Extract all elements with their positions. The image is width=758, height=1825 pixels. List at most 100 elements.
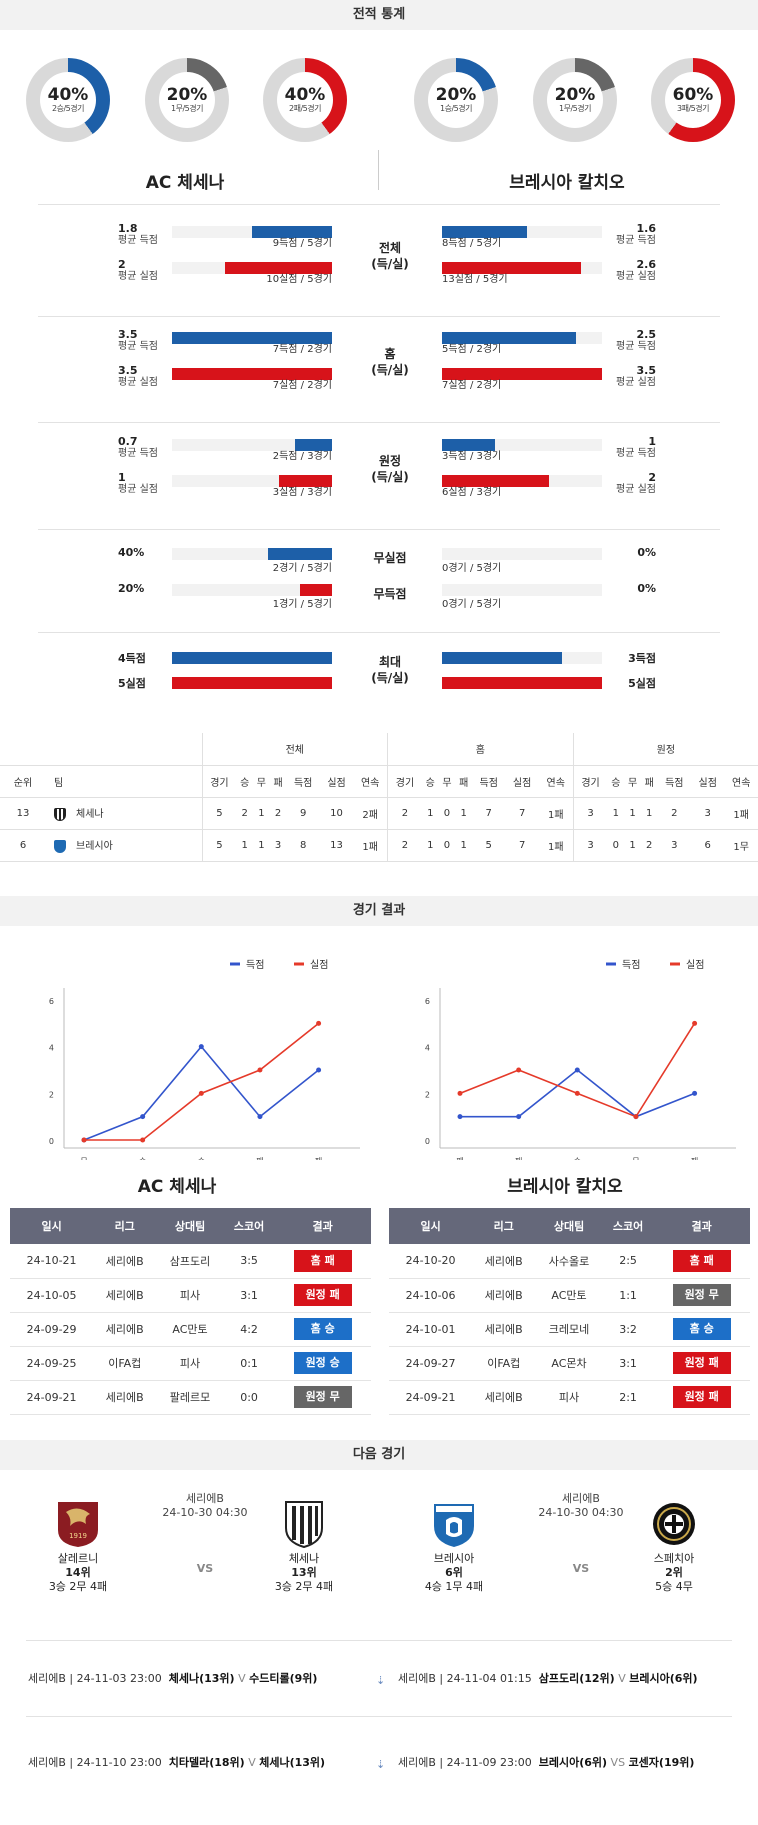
away-away_games-scored-bar: [442, 439, 495, 451]
result-row[interactable]: 24-09-21 세리에B 피사 2:1 원정 패: [389, 1380, 750, 1415]
y-tick-label: 2: [425, 1090, 430, 1099]
standings-row: 6 브레시아 5 1 1 3 8 13 1패 2 1 0 1 5 7 1패 3 0 1 2 3 6 1무: [0, 829, 758, 861]
compare-label: 원정: [378, 454, 402, 468]
next-right-team2: 스페치아 2위 5승 4무: [653, 1552, 695, 1593]
upcoming-left-1[interactable]: 세리에B | 24-11-03 23:00 체세나(13위) V 수드티롤(9위…: [28, 1672, 318, 1685]
chart-legend: 득점 실점: [230, 959, 328, 971]
stat-cell: 13: [330, 839, 343, 851]
donut-sub: 2승/5경기: [52, 104, 84, 113]
result-cell: 홈 패: [274, 1244, 371, 1279]
blank-away-caption: 0경기 / 5경기: [442, 599, 502, 610]
upcoming-right-2[interactable]: 세리에B | 24-11-09 23:00 브레시아(6위) VS 코센자(19…: [398, 1756, 695, 1769]
stat-cell: 1: [241, 839, 248, 851]
standings-row: 13 체세나 5 2 1 2 9 10 2패 2 1 0 1 7 7 1패 3 1 1 1 2 3 1패: [0, 797, 758, 829]
result-badge: 원정 패: [672, 1352, 731, 1374]
data-point[interactable]: [316, 1067, 322, 1073]
col-header: 실점: [512, 777, 532, 789]
legend-label[interactable]: 실점: [310, 959, 328, 971]
donut-pct: 40%: [47, 85, 89, 105]
data-point[interactable]: [516, 1114, 522, 1120]
away-home_games-conceded-bar: [442, 368, 602, 380]
next-left-team1: 살레르니 14위 3승 2무 4패: [48, 1552, 108, 1593]
data-point[interactable]: [574, 1090, 580, 1096]
compare-label: 최대: [378, 655, 402, 669]
upcoming-right-1[interactable]: 세리에B | 24-11-04 01:15 삼프도리(12위) V 브레시아(6…: [398, 1672, 698, 1685]
data-point[interactable]: [574, 1067, 580, 1073]
home-results-chart: 득점 실점 0 2 4 6 무 승 승 패 패: [49, 959, 360, 1160]
stat-cell: 1무: [733, 841, 749, 853]
upcoming-left-2[interactable]: 세리에B | 24-11-10 23:00 치타델라(18위) V 체세나(13…: [28, 1756, 326, 1769]
data-point[interactable]: [198, 1090, 204, 1096]
results-col-header: 결과: [653, 1208, 750, 1244]
data-point[interactable]: [516, 1067, 522, 1073]
away-home_games-conceded-caption: 7실점 / 2경기: [442, 380, 502, 391]
result-score: 2:1: [602, 1380, 654, 1415]
results-col-header: 스코어: [602, 1208, 654, 1244]
result-opp: 피사: [156, 1346, 224, 1381]
stat-cell: 9: [299, 807, 307, 819]
data-point[interactable]: [633, 1114, 639, 1120]
data-point[interactable]: [457, 1090, 463, 1096]
data-point[interactable]: [692, 1090, 698, 1096]
result-league: 세리에B: [472, 1312, 536, 1347]
result-row[interactable]: 24-10-01 세리에B 크레모네 3:2 홈 승: [389, 1312, 750, 1347]
home-home_games-conceded-value: 3.5: [118, 364, 138, 377]
standings-table: 전체 홈 원정 순위 팀 경기 승 무 패 득점 실점 연속 경기 승 무 패 득점 실점 연속 경기 승 무 패 득점…: [0, 733, 758, 862]
cesena-crest: [282, 1500, 326, 1549]
stat-cell: 1: [646, 807, 653, 819]
home-away_games-scored-caption: 2득점 / 3경기: [272, 451, 332, 462]
x-tick-label: 승: [198, 1157, 205, 1160]
result-cell: 원정 무: [274, 1380, 371, 1415]
stat-cell: 1패: [538, 829, 574, 861]
home-away_games-scored-bar: [295, 439, 332, 451]
legend-label[interactable]: 득점: [622, 959, 640, 971]
stat-cell: 5: [485, 839, 492, 851]
result-row[interactable]: 24-10-06 세리에B AC만토 1:1 원정 무: [389, 1278, 750, 1313]
team-cell[interactable]: 브레시아: [46, 829, 203, 861]
stat-cell: 3: [671, 839, 678, 851]
away-overall-scored-caption: 8득점 / 5경기: [442, 238, 502, 249]
stat-cell: 1: [629, 807, 636, 819]
chevron-down-icon[interactable]: ⇣: [376, 1758, 386, 1771]
svg-text:1919: 1919: [69, 1532, 87, 1540]
result-cell: 홈 승: [274, 1312, 371, 1347]
donut-pct: 20%: [554, 85, 596, 105]
data-point[interactable]: [257, 1114, 263, 1120]
result-row[interactable]: 24-09-21 세리에B 팔레르모 0:0 원정 무: [10, 1380, 371, 1415]
data-point[interactable]: [140, 1137, 146, 1143]
data-point[interactable]: [457, 1114, 463, 1120]
chevron-down-icon[interactable]: ⇣: [376, 1674, 386, 1687]
max-away_scored-value: 3득점: [628, 652, 656, 665]
next-right-team1: 브레시아 6위 4승 1무 4패: [424, 1552, 484, 1593]
legend-label[interactable]: 득점: [246, 959, 264, 971]
result-row[interactable]: 24-10-21 세리에B 삼프도리 3:5 홈 패: [10, 1244, 371, 1279]
max-away_conceded-bar: [442, 677, 602, 689]
stat-cell: 1패: [353, 829, 389, 861]
result-badge: 원정 패: [672, 1386, 731, 1408]
data-point[interactable]: [140, 1114, 146, 1120]
clean-home-caption: 2경기 / 5경기: [272, 563, 332, 574]
data-point[interactable]: [692, 1020, 698, 1026]
data-point[interactable]: [81, 1137, 87, 1143]
data-point[interactable]: [257, 1067, 263, 1073]
group-home: 홈: [387, 733, 574, 765]
result-opp: 팔레르모: [156, 1380, 224, 1415]
result-row[interactable]: 24-09-29 세리에B AC만토 4:2 홈 승: [10, 1312, 371, 1347]
legend-label[interactable]: 실점: [686, 959, 704, 971]
data-point[interactable]: [316, 1020, 322, 1026]
result-date: 24-09-21: [389, 1380, 473, 1415]
stat-cell: 1: [460, 807, 467, 819]
result-row[interactable]: 24-09-27 이FA컵 AC몬차 3:1 원정 패: [389, 1346, 750, 1381]
result-row[interactable]: 24-10-20 세리에B 사수올로 2:5 홈 패: [389, 1244, 750, 1279]
results-section-header: 경기 결과: [0, 896, 758, 926]
stat-cell: 0: [443, 807, 451, 819]
data-point[interactable]: [198, 1044, 204, 1050]
blank-away-pct: 0%: [637, 582, 656, 595]
away-away_games-conceded-value: 2: [648, 471, 656, 484]
results-col-header: 일시: [389, 1208, 473, 1244]
result-row[interactable]: 24-10-05 세리에B 피사 3:1 원정 패: [10, 1278, 371, 1313]
team-cell[interactable]: 체세나: [46, 797, 203, 829]
result-cell: 원정 승: [274, 1346, 371, 1381]
compare-home_games-title: 홈 (득/실): [354, 346, 426, 378]
result-row[interactable]: 24-09-25 이FA컵 피사 0:1 원정 승: [10, 1346, 371, 1381]
